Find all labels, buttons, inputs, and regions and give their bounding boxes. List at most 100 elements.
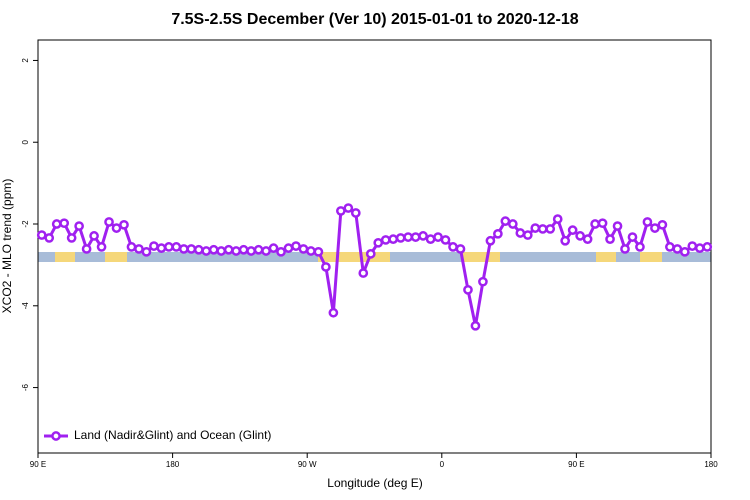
data-point bbox=[193, 244, 204, 255]
data-point bbox=[111, 223, 122, 233]
data-point bbox=[627, 232, 638, 242]
data-point bbox=[440, 235, 451, 245]
data-point bbox=[238, 244, 249, 255]
data-point bbox=[134, 244, 144, 254]
data-point bbox=[149, 241, 159, 251]
data-point bbox=[208, 244, 219, 255]
data-point bbox=[463, 284, 473, 295]
data-point bbox=[283, 243, 294, 253]
x-tick-label: 90 E bbox=[30, 460, 46, 469]
y-tick-label: 2 bbox=[21, 58, 30, 63]
data-point bbox=[485, 235, 496, 246]
data-point bbox=[388, 234, 399, 244]
data-point bbox=[552, 214, 563, 224]
data-point bbox=[164, 242, 174, 252]
data-point bbox=[537, 224, 548, 234]
data-point bbox=[201, 246, 212, 256]
data-point bbox=[605, 234, 615, 244]
data-point bbox=[410, 232, 421, 242]
data-point bbox=[261, 246, 271, 256]
data-point bbox=[687, 241, 698, 251]
data-point bbox=[650, 223, 660, 233]
data-point bbox=[89, 231, 99, 241]
data-point bbox=[545, 224, 556, 234]
data-point bbox=[178, 244, 189, 254]
data-point bbox=[298, 244, 309, 254]
y-tick-label: 0 bbox=[21, 139, 30, 144]
data-point bbox=[522, 230, 533, 240]
data-point bbox=[507, 219, 518, 229]
data-point bbox=[186, 244, 197, 254]
data-point bbox=[612, 221, 623, 231]
map-strip bbox=[38, 252, 711, 262]
data-point bbox=[702, 242, 713, 252]
data-point bbox=[216, 246, 227, 256]
data-point bbox=[156, 243, 167, 253]
y-tick-label: -6 bbox=[21, 383, 30, 391]
data-point bbox=[575, 231, 585, 241]
data-point bbox=[455, 244, 466, 254]
data-point bbox=[380, 235, 391, 245]
data-point bbox=[470, 320, 481, 331]
data-point bbox=[126, 242, 137, 252]
data-point bbox=[313, 246, 324, 257]
data-point bbox=[171, 242, 182, 252]
data-point bbox=[141, 246, 152, 257]
data-point bbox=[276, 246, 286, 257]
y-axis-label: XCO2 - MLO trend (ppm) bbox=[0, 179, 14, 314]
data-point bbox=[665, 242, 675, 252]
data-point bbox=[291, 241, 301, 251]
legend-label: Land (Nadir&Glint) and Ocean (Glint) bbox=[74, 428, 271, 442]
y-tick-label: -4 bbox=[21, 302, 30, 310]
data-point bbox=[694, 243, 705, 253]
data-point bbox=[231, 246, 242, 256]
chart-title: 7.5S-2.5S December (Ver 10) 2015-01-01 t… bbox=[171, 11, 578, 28]
data-point bbox=[268, 243, 279, 253]
data-point bbox=[642, 217, 653, 227]
data-point bbox=[74, 221, 84, 231]
data-point bbox=[635, 242, 645, 252]
data-point bbox=[418, 231, 428, 241]
data-point bbox=[365, 249, 376, 259]
data-point bbox=[679, 246, 690, 257]
data-point bbox=[81, 244, 92, 254]
data-point bbox=[44, 233, 55, 243]
data-point bbox=[350, 208, 361, 218]
data-point bbox=[395, 233, 406, 243]
data-point bbox=[59, 218, 70, 229]
data-point bbox=[321, 262, 331, 272]
data-point bbox=[51, 219, 62, 229]
data-point bbox=[448, 242, 458, 252]
data-point bbox=[500, 216, 511, 226]
x-tick-label: 0 bbox=[440, 460, 445, 469]
data-point bbox=[66, 233, 77, 243]
x-tick-label: 90 E bbox=[568, 460, 584, 469]
data-point bbox=[223, 244, 234, 255]
data-point bbox=[672, 244, 683, 254]
data-point bbox=[36, 230, 47, 240]
data-point bbox=[597, 218, 608, 229]
data-point bbox=[96, 242, 107, 252]
data-point bbox=[104, 217, 114, 227]
data-point bbox=[620, 244, 630, 254]
x-tick-label: 180 bbox=[166, 460, 180, 469]
data-point bbox=[493, 228, 503, 239]
legend-marker bbox=[51, 431, 61, 441]
data-point bbox=[403, 232, 413, 242]
data-point bbox=[425, 234, 436, 244]
data-point bbox=[582, 234, 593, 244]
data-point bbox=[433, 232, 443, 242]
data-point bbox=[373, 237, 384, 248]
data-point bbox=[657, 219, 668, 230]
data-point bbox=[530, 223, 541, 233]
data-point bbox=[343, 203, 354, 213]
data-point bbox=[567, 225, 578, 235]
data-point bbox=[590, 219, 600, 229]
data-point bbox=[515, 228, 526, 238]
data-point bbox=[253, 244, 264, 255]
data-point bbox=[328, 307, 339, 318]
data-point bbox=[478, 276, 488, 287]
x-tick-label: 90 W bbox=[298, 460, 317, 469]
data-point bbox=[560, 235, 571, 246]
